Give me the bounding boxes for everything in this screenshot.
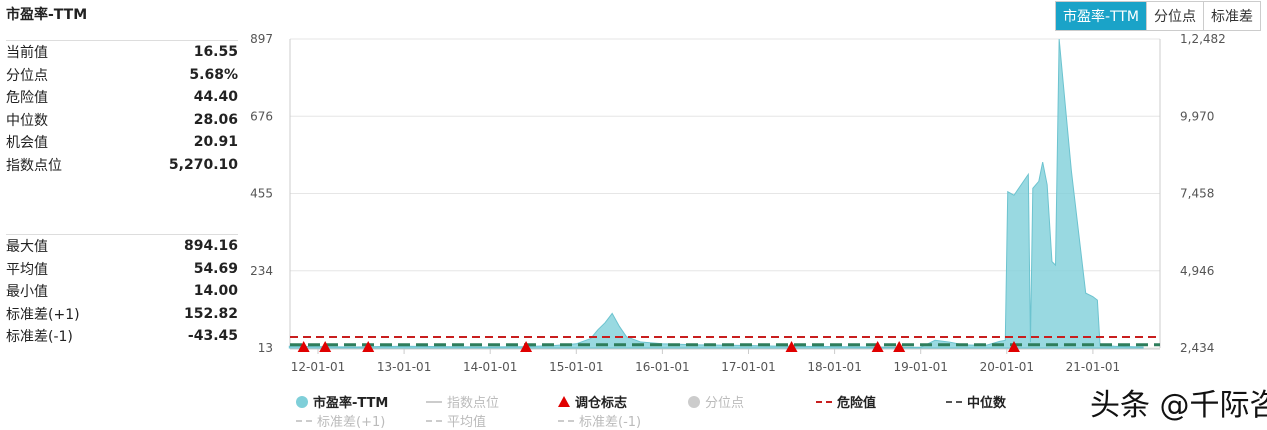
legend-item[interactable]: 危险值	[816, 392, 876, 411]
stat-row: 平均值 54.69	[6, 258, 238, 281]
stat-value: 44.40	[193, 89, 238, 106]
legend-label: 危险值	[837, 396, 877, 411]
triangle-icon	[558, 396, 570, 407]
stat-value: 894.16	[183, 238, 238, 255]
stat-row: 指数点位 5,270.10	[6, 154, 238, 177]
stat-label: 中位数	[6, 112, 48, 129]
line-icon	[426, 400, 442, 403]
x-tick-label: 18-01-01	[807, 360, 861, 374]
y-left-tick-label: 455	[250, 187, 273, 201]
dash-icon	[558, 419, 574, 422]
tab-std[interactable]: 标准差	[1203, 2, 1260, 30]
tab-pe-ttm[interactable]: 市盈率-TTM	[1056, 2, 1146, 30]
y-right-tick-label: 2,434	[1180, 341, 1214, 355]
x-tick-label: 13-01-01	[377, 360, 431, 374]
stat-label: 平均值	[6, 261, 48, 278]
stat-row: 机会值 20.91	[6, 131, 238, 154]
y-left-tick-label: 897	[250, 32, 273, 46]
stat-value: -43.45	[187, 328, 238, 345]
legend-label: 调仓标志	[575, 396, 628, 411]
y-right-tick-label: 1,2,482	[1180, 32, 1226, 46]
stat-label: 最小值	[6, 284, 48, 301]
rebalance-marker	[785, 341, 798, 352]
y-right-tick-label: 9,970	[1180, 109, 1214, 123]
y-left-tick-label: 676	[250, 109, 273, 123]
stat-label: 指数点位	[6, 157, 62, 174]
stat-value: 20.91	[193, 134, 238, 151]
dash-icon	[946, 400, 962, 403]
stat-value: 5,270.10	[168, 156, 238, 173]
stat-row: 最小值 14.00	[6, 280, 238, 303]
x-tick-label: 17-01-01	[721, 360, 775, 374]
legend-label: 市盈率-TTM	[313, 396, 389, 411]
x-tick-label: 14-01-01	[463, 360, 517, 374]
legend-item[interactable]: 调仓标志	[558, 392, 627, 411]
stat-row: 中位数 28.06	[6, 109, 238, 132]
x-tick-label: 19-01-01	[893, 360, 947, 374]
dash-icon	[816, 400, 832, 403]
stat-row: 危险值 44.40	[6, 86, 238, 109]
page-title: 市盈率-TTM	[6, 7, 88, 23]
tab-percentile[interactable]: 分位点	[1146, 2, 1203, 30]
rebalance-marker	[297, 341, 310, 352]
x-tick-label: 15-01-01	[549, 360, 603, 374]
stat-label: 标准差(-1)	[6, 329, 73, 346]
legend-item[interactable]: 市盈率-TTM	[296, 392, 388, 411]
stat-row: 标准差(-1) -43.45	[6, 325, 238, 348]
legend-item[interactable]: 分位点	[688, 392, 744, 411]
legend-item[interactable]: 中位数	[946, 392, 1006, 411]
legend-label: 平均值	[447, 415, 487, 430]
rebalance-marker	[319, 341, 332, 352]
stat-label: 分位点	[6, 67, 48, 84]
stat-label: 最大值	[6, 239, 48, 256]
watermark: 头条 @千际咨询	[1090, 388, 1267, 423]
stat-label: 当前值	[6, 45, 48, 62]
legend-label: 分位点	[705, 396, 745, 411]
rebalance-marker	[893, 341, 906, 352]
rebalance-marker	[871, 341, 884, 352]
legend-item[interactable]: 平均值	[426, 411, 486, 430]
x-tick-label: 20-01-01	[980, 360, 1034, 374]
stat-row: 分位点 5.68%	[6, 64, 238, 87]
legend-item[interactable]: 标准差(-1)	[558, 411, 641, 430]
y-left-tick-label: 234	[250, 264, 273, 278]
stat-value: 14.00	[193, 283, 238, 300]
stat-value: 152.82	[183, 305, 238, 322]
stat-row: 标准差(+1) 152.82	[6, 303, 238, 326]
stat-value: 54.69	[193, 260, 238, 277]
y-right-tick-label: 7,458	[1180, 187, 1214, 201]
stat-value: 16.55	[193, 44, 238, 61]
circle-icon	[688, 395, 700, 408]
y-left-tick-label: 13	[258, 341, 273, 355]
stat-label: 机会值	[6, 135, 48, 152]
dash-icon	[296, 419, 312, 422]
legend-label: 中位数	[967, 396, 1007, 411]
x-tick-label: 16-01-01	[635, 360, 689, 374]
y-right-tick-label: 4,946	[1180, 264, 1214, 278]
rebalance-marker	[1007, 341, 1020, 352]
legend-item[interactable]: 指数点位	[426, 392, 499, 411]
circle-icon	[296, 395, 308, 408]
legend-item[interactable]: 标准差(+1)	[296, 411, 385, 430]
legend-label: 标准差(+1)	[317, 415, 386, 430]
stat-label: 危险值	[6, 90, 48, 107]
stat-label: 标准差(+1)	[6, 306, 80, 323]
dash-icon	[426, 419, 442, 422]
current-stats: 当前值 16.55 分位点 5.68% 危险值 44.40 中位数 28.06 机会值 20.91…	[6, 40, 238, 176]
legend-label: 标准差(-1)	[579, 415, 642, 430]
x-tick-label: 12-01-01	[291, 360, 345, 374]
rebalance-marker	[362, 341, 375, 352]
view-tabs: 市盈率-TTM 分位点 标准差	[1055, 1, 1261, 31]
legend-label: 指数点位	[447, 396, 500, 411]
x-tick-label: 21-01-01	[1066, 360, 1120, 374]
stat-value: 28.06	[193, 111, 238, 128]
rebalance-marker	[520, 341, 533, 352]
stat-row: 当前值 16.55	[6, 41, 238, 64]
range-stats: 最大值 894.16 平均值 54.69 最小值 14.00 标准差(+1) 152.82 标准…	[6, 234, 238, 348]
stat-value: 5.68%	[189, 66, 238, 83]
stat-row: 最大值 894.16	[6, 235, 238, 258]
